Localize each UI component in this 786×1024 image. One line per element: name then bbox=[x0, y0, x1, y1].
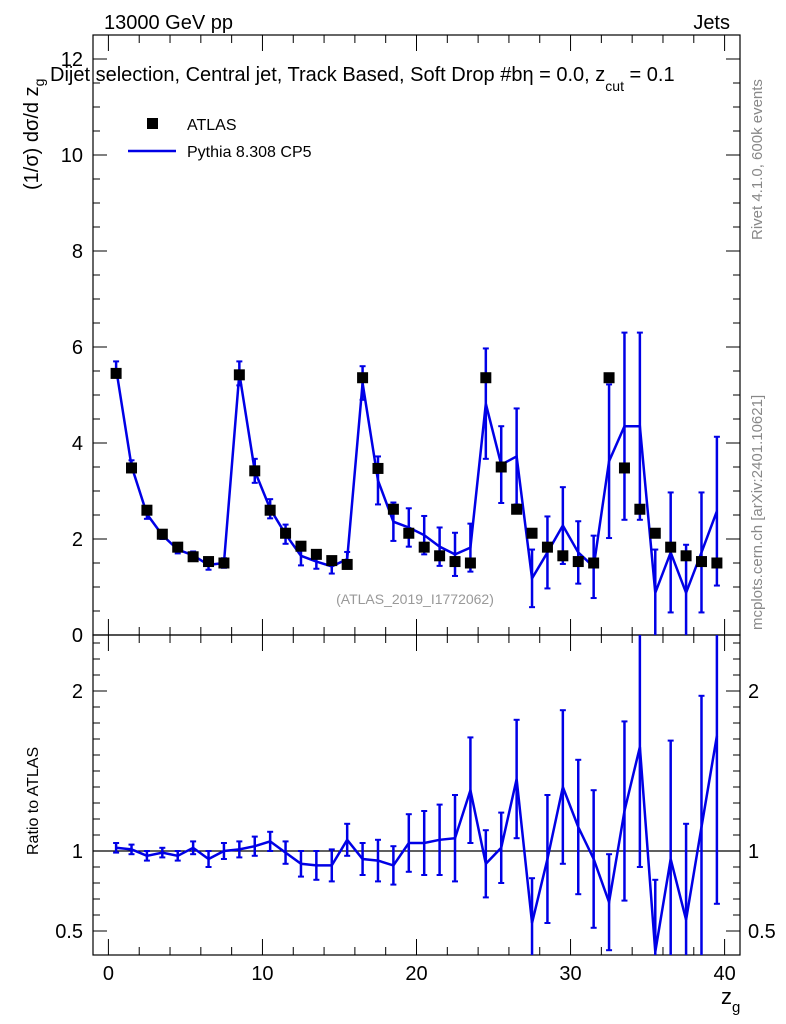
atlas-data-point bbox=[680, 550, 692, 562]
atlas-data-point bbox=[634, 503, 646, 515]
legend-data-marker bbox=[147, 118, 158, 129]
atlas-data-point bbox=[280, 527, 292, 539]
energy-label: 13000 GeV pp bbox=[104, 12, 233, 34]
main-ytick-label: 12 bbox=[61, 49, 83, 71]
atlas-data-point bbox=[618, 462, 630, 474]
x-axis-label: zg bbox=[721, 984, 740, 1016]
y-axis-label-main-text: (1/σ) dσ/d z bbox=[21, 86, 43, 190]
y-axis-label-main-sub: g bbox=[31, 79, 47, 87]
atlas-data-point bbox=[464, 557, 476, 569]
atlas-data-point bbox=[187, 551, 199, 563]
plot-title-text: Dijet selection, Central jet, Track Base… bbox=[50, 64, 522, 86]
plot-title: Dijet selection, Central jet, Track Base… bbox=[50, 64, 675, 94]
main-ytick-label: 8 bbox=[72, 241, 83, 263]
atlas-data-point bbox=[203, 556, 215, 568]
atlas-data-point bbox=[541, 541, 553, 553]
main-ytick-label: 2 bbox=[72, 529, 83, 551]
plot-title-cut: cut bbox=[605, 78, 624, 94]
atlas-data-point bbox=[526, 527, 538, 539]
ratio-ytick-label-right: 1 bbox=[748, 841, 759, 863]
atlas-data-point bbox=[218, 557, 230, 569]
main-ytick-label: 10 bbox=[61, 145, 83, 167]
main-ytick-label: 0 bbox=[72, 625, 83, 647]
atlas-data-point bbox=[141, 504, 153, 516]
x-tick-label: 0 bbox=[103, 963, 114, 985]
legend-mc-label: Pythia 8.308 CP5 bbox=[187, 144, 312, 161]
x-axis-ticks: 0 10 20 30 40 bbox=[103, 35, 736, 985]
atlas-data-point bbox=[156, 528, 168, 540]
atlas-data-point bbox=[665, 541, 677, 553]
atlas-data-point bbox=[480, 372, 492, 384]
mc-series-ratio bbox=[113, 635, 720, 955]
atlas-data-point bbox=[588, 557, 600, 569]
ratio-ytick-label-right: 2 bbox=[748, 681, 759, 703]
atlas-data-point bbox=[418, 541, 430, 553]
atlas-data-markers bbox=[110, 367, 723, 570]
atlas-data-point bbox=[649, 527, 661, 539]
legend: ATLAS Pythia 8.308 CP5 bbox=[128, 117, 312, 161]
ratio-ytick-label: 1 bbox=[72, 841, 83, 863]
atlas-data-point bbox=[295, 540, 307, 552]
mc-ratio-line bbox=[115, 735, 719, 953]
y-axis-label-main: (1/σ) dσ/d zg bbox=[21, 79, 47, 190]
atlas-data-point bbox=[403, 527, 415, 539]
atlas-data-point bbox=[695, 556, 707, 568]
atlas-data-point bbox=[357, 372, 369, 384]
atlas-data-point bbox=[249, 465, 261, 477]
atlas-data-point bbox=[711, 557, 723, 569]
atlas-data-point bbox=[172, 541, 184, 553]
atlas-data-point bbox=[326, 555, 338, 567]
atlas-data-point bbox=[572, 556, 584, 568]
ratio-ytick-label-right: 0.5 bbox=[748, 921, 776, 943]
main-axis-ticks: 0 2 4 6 8 10 12 bbox=[61, 34, 740, 647]
ratio-axis-ticks: 0.5 0.5 1 1 2 2 bbox=[55, 642, 776, 943]
rivet-label: Rivet 4.1.0, 600k events bbox=[749, 79, 766, 240]
mc-main-line bbox=[114, 368, 719, 597]
main-ytick-label: 4 bbox=[72, 433, 83, 455]
x-axis-label-sub: g bbox=[732, 999, 740, 1016]
atlas-data-point bbox=[434, 550, 446, 562]
atlas-data-point bbox=[449, 556, 461, 568]
plot-title-main: Dijet selection, Central jet, Track Base… bbox=[50, 64, 675, 94]
atlas-data-point bbox=[511, 503, 523, 515]
atlas-data-point bbox=[372, 462, 384, 474]
ratio-ytick-label: 2 bbox=[72, 681, 83, 703]
x-tick-label: 10 bbox=[251, 963, 273, 985]
analysis-watermark: (ATLAS_2019_I1772062) bbox=[336, 591, 494, 607]
atlas-data-point bbox=[110, 367, 122, 379]
atlas-data-point bbox=[126, 462, 138, 474]
x-tick-label: 20 bbox=[405, 963, 427, 985]
atlas-data-point bbox=[387, 503, 399, 515]
ratio-ytick-label: 0.5 bbox=[55, 921, 83, 943]
mcplots-label: mcplots.cern.ch [arXiv:2401.10621] bbox=[749, 395, 766, 630]
x-tick-label: 40 bbox=[713, 963, 735, 985]
atlas-data-point bbox=[557, 550, 569, 562]
main-ytick-label: 6 bbox=[72, 337, 83, 359]
atlas-data-point bbox=[341, 558, 353, 570]
x-axis-label-text: z bbox=[721, 984, 732, 1009]
legend-data-label: ATLAS bbox=[187, 117, 237, 134]
atlas-data-point bbox=[264, 504, 276, 516]
atlas-data-point bbox=[233, 369, 245, 381]
plot-title-eta: η = 0.0, z bbox=[522, 64, 605, 86]
plot-title-end: = 0.1 bbox=[624, 64, 675, 86]
y-axis-label-ratio: Ratio to ATLAS bbox=[25, 747, 42, 855]
x-tick-label: 30 bbox=[559, 963, 581, 985]
atlas-data-point bbox=[310, 548, 322, 560]
atlas-data-point bbox=[495, 461, 507, 473]
jets-label: Jets bbox=[693, 12, 730, 34]
atlas-data-point bbox=[603, 372, 615, 384]
